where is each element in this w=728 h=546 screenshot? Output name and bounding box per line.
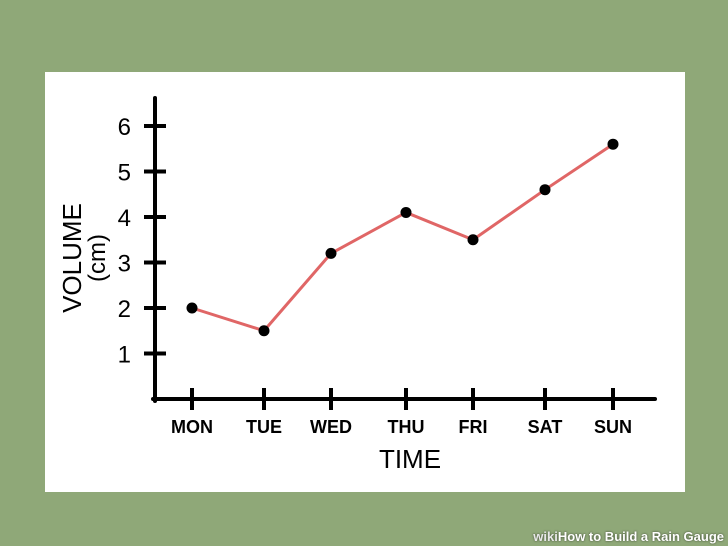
data-point <box>400 206 412 218</box>
y-tick-label: 5 <box>118 160 131 187</box>
x-tick-label: TUE <box>246 417 282 437</box>
y-tick-label: 2 <box>118 296 131 323</box>
y-axis-unit: (cm) <box>84 234 111 282</box>
x-axis-ticks: MON TUE WED THU FRI SAT SUN <box>171 388 632 437</box>
series-layer <box>186 138 619 337</box>
y-tick-label: 4 <box>118 205 131 232</box>
y-tick-label: 6 <box>118 114 131 141</box>
y-tick-label: 3 <box>118 251 131 278</box>
axis-labels: TIME VOLUME (cm) <box>57 203 441 474</box>
x-tick-label: MON <box>171 417 213 437</box>
data-point <box>186 302 198 314</box>
y-axis-ticks: 1 2 3 4 5 6 <box>118 114 166 369</box>
data-point <box>467 234 479 246</box>
x-tick-label: SUN <box>594 417 632 437</box>
data-point <box>539 184 551 196</box>
x-tick-label: SAT <box>528 417 563 437</box>
data-point <box>258 325 270 337</box>
x-tick-label: THU <box>388 417 425 437</box>
line-chart: 1 2 3 4 5 6 MON TUE WED THU FRI SAT SUN TIME VOLUME… <box>57 96 657 474</box>
data-point <box>607 138 619 150</box>
x-axis-title: TIME <box>379 444 441 474</box>
y-tick-label: 1 <box>118 342 131 369</box>
series-line <box>191 142 614 333</box>
chart-axes <box>151 96 657 403</box>
chart-card: 1 2 3 4 5 6 MON TUE WED THU FRI SAT SUN TIME VOLUME… <box>45 72 685 492</box>
watermark-how: How <box>557 529 586 544</box>
x-tick-label: WED <box>310 417 352 437</box>
x-tick-label: FRI <box>459 417 488 437</box>
watermark: wikiHow to Build a Rain Gauge <box>533 529 724 544</box>
watermark-title: to Build a Rain Gauge <box>585 529 724 544</box>
watermark-wiki: wiki <box>533 529 558 544</box>
y-axis-title: VOLUME <box>57 203 87 313</box>
data-point <box>325 247 337 259</box>
